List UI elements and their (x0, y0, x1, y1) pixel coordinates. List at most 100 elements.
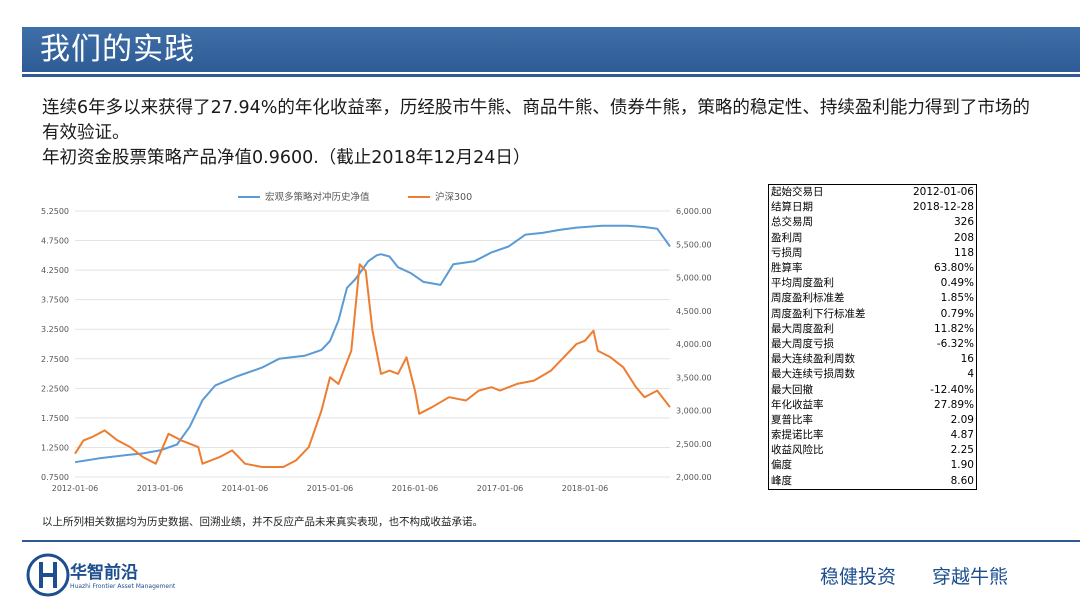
stats-row: 结算日期 2018-12-28 (769, 200, 977, 215)
stats-row: 峰度 8.60 (769, 474, 977, 490)
stats-label: 亏损周 (769, 246, 894, 261)
stats-row: 最大连续亏损周数 4 (769, 367, 977, 382)
x-tick-label: 2018-01-06 (562, 484, 609, 493)
stats-label: 胜算率 (769, 261, 894, 276)
stats-value: 1.90 (894, 458, 977, 473)
stats-value: 118 (894, 246, 977, 261)
left-tick-label: 1.2500 (41, 443, 69, 452)
stats-value: 8.60 (894, 474, 977, 490)
stats-row: 偏度 1.90 (769, 458, 977, 473)
stats-label: 周度盈利下行标准差 (769, 307, 894, 322)
left-tick-label: 3.7500 (41, 296, 69, 305)
intro-text: 连续6年多以来获得了27.94%的年化收益率，历经股市牛熊、商品牛熊、债券牛熊，… (42, 96, 1042, 171)
stats-label: 最大周度亏损 (769, 337, 894, 352)
right-tick-label: 3,000.00 (676, 407, 712, 416)
stats-row: 周度盈利标准差 1.85% (769, 291, 977, 306)
stats-value: 2.09 (894, 413, 977, 428)
stats-row: 盈利周 208 (769, 231, 977, 246)
stats-row: 年化收益率 27.89% (769, 398, 977, 413)
stats-label: 平均周度盈利 (769, 276, 894, 291)
stats-value: 2.25 (894, 443, 977, 458)
stats-value: 4.87 (894, 428, 977, 443)
stats-row: 最大周度盈利 11.82% (769, 322, 977, 337)
series-line-1 (75, 226, 670, 462)
stats-row: 夏普比率 2.09 (769, 413, 977, 428)
footer-divider (22, 540, 1080, 542)
stats-value: -12.40% (894, 382, 977, 397)
left-tick-label: 1.7500 (41, 414, 69, 423)
left-tick-label: 3.2500 (41, 325, 69, 334)
right-tick-label: 5,500.00 (676, 240, 712, 249)
right-tick-label: 4,000.00 (676, 340, 712, 349)
stats-row: 最大周度亏损 -6.32% (769, 337, 977, 352)
stats-label: 夏普比率 (769, 413, 894, 428)
stats-value: 2012-01-06 (894, 185, 977, 201)
stats-label: 周度盈利标准差 (769, 291, 894, 306)
stats-row: 收益风险比 2.25 (769, 443, 977, 458)
stats-label: 起始交易日 (769, 185, 894, 201)
stats-value: 27.89% (894, 398, 977, 413)
left-tick-label: 2.2500 (41, 384, 69, 393)
stats-label: 最大回撤 (769, 382, 894, 397)
x-tick-label: 2014-01-06 (222, 484, 269, 493)
right-tick-label: 4,500.00 (676, 307, 712, 316)
stats-label: 总交易周 (769, 215, 894, 230)
stats-value: 2018-12-28 (894, 200, 977, 215)
stats-row: 胜算率 63.80% (769, 261, 977, 276)
stats-value: 63.80% (894, 261, 977, 276)
stats-row: 最大回撤 -12.40% (769, 382, 977, 397)
stats-label: 盈利周 (769, 231, 894, 246)
slogan-2: 穿越牛熊 (932, 562, 1008, 589)
stats-label: 年化收益率 (769, 398, 894, 413)
series-line-2 (75, 264, 670, 467)
stats-label: 最大连续亏损周数 (769, 367, 894, 382)
chart-svg: 0.7500 1.2500 1.7500 2.2500 2.7500 3.2500 3.75… (30, 185, 720, 503)
stats-label: 最大周度盈利 (769, 322, 894, 337)
stats-value: 4 (894, 367, 977, 382)
stats-value: 1.85% (894, 291, 977, 306)
left-tick-label: 5.2500 (41, 207, 69, 216)
stats-table: 起始交易日 2012-01-06 结算日期 2018-12-28 总交易周 326 盈利周 2… (768, 184, 977, 490)
stats-row: 周度盈利下行标准差 0.79% (769, 307, 977, 322)
stats-row: 亏损周 118 (769, 246, 977, 261)
stats-label: 偏度 (769, 458, 894, 473)
stats-row: 起始交易日 2012-01-06 (769, 185, 977, 201)
right-tick-label: 2,500.00 (676, 440, 712, 449)
left-tick-label: 4.7500 (41, 237, 69, 246)
stats-row: 总交易周 326 (769, 215, 977, 230)
header: 我们的实践 (0, 0, 1080, 74)
legend-label: 宏观多策略对冲历史净值 (265, 191, 370, 203)
left-tick-label: 0.7500 (41, 473, 69, 482)
stats-value: 0.79% (894, 307, 977, 322)
x-tick-label: 2015-01-06 (307, 484, 354, 493)
stats-label: 收益风险比 (769, 443, 894, 458)
slogan-1: 稳健投资 (820, 562, 896, 589)
stats-row: 最大连续盈利周数 16 (769, 352, 977, 367)
x-tick-label: 2013-01-06 (137, 484, 184, 493)
right-tick-label: 2,000.00 (676, 473, 712, 482)
x-tick-label: 2017-01-06 (477, 484, 524, 493)
stats-value: -6.32% (894, 337, 977, 352)
right-tick-label: 6,000.00 (676, 207, 712, 216)
chart: 0.7500 1.2500 1.7500 2.2500 2.7500 3.2500 3.75… (30, 185, 720, 503)
x-tick-label: 2016-01-06 (392, 484, 439, 493)
logo-subtitle: Huazhi Frontier Asset Management (70, 583, 175, 590)
stats-label: 峰度 (769, 474, 894, 490)
left-tick-label: 2.7500 (41, 355, 69, 364)
stats-label: 索提诺比率 (769, 428, 894, 443)
logo-name: 华智前沿 (70, 558, 138, 583)
x-tick-label: 2012-01-06 (52, 484, 99, 493)
stats-row: 平均周度盈利 0.49% (769, 276, 977, 291)
stats-value: 326 (894, 215, 977, 230)
right-tick-label: 5,000.00 (676, 274, 712, 283)
stats-row: 索提诺比率 4.87 (769, 428, 977, 443)
right-tick-label: 3,500.00 (676, 373, 712, 382)
stats-label: 结算日期 (769, 200, 894, 215)
legend-label: 沪深300 (435, 191, 472, 203)
stats-value: 11.82% (894, 322, 977, 337)
left-tick-label: 4.2500 (41, 266, 69, 275)
stats-value: 0.49% (894, 276, 977, 291)
stats-value: 16 (894, 352, 977, 367)
header-divider (22, 74, 1080, 77)
disclaimer: 以上所列相关数据均为历史数据、回溯业绩，并不反应产品未来真实表现，也不构成收益承… (42, 514, 483, 529)
